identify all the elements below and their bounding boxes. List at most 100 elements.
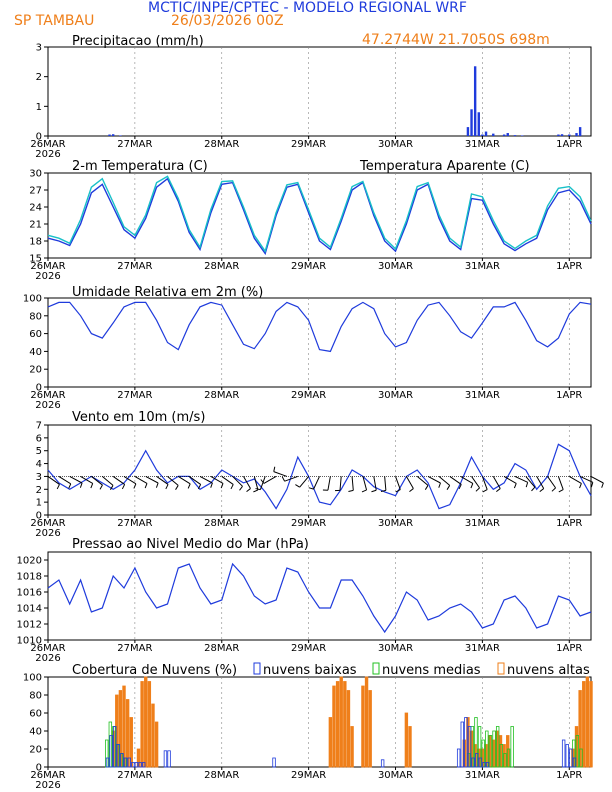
cloud-mid-bar (506, 748, 511, 768)
cloud-mid-bar (105, 739, 109, 768)
wind-barb (221, 476, 234, 485)
humidity-panel: 0 20 40 60 80 100 26MAR 27MAR 28MAR 29MAR 30MAR 31M… (23, 285, 592, 411)
humidity-ytick-label: 100 (23, 294, 42, 305)
wind-barb (514, 475, 528, 483)
wind-barb-flag (281, 476, 286, 482)
precip-bar (492, 133, 495, 136)
wind-barb (299, 476, 310, 488)
cloud-low-bar (109, 735, 113, 768)
wind-barb-flag (246, 488, 251, 493)
cloud-low-bar (131, 762, 135, 768)
wind-barb-flag (601, 482, 604, 488)
precip-ytick-label: 1 (36, 102, 42, 113)
wind-barb-flag (121, 484, 126, 490)
humidity-xtick-label: 27MAR (117, 390, 152, 401)
temperature-legend: Temperatura Aparente (C) (359, 159, 530, 174)
precip-bar (502, 134, 506, 136)
wind-barb (69, 475, 83, 484)
cloud-high-bar (346, 690, 351, 768)
wind-panel: 0 1 2 3 4 5 67 26MAR 27MAR 28MAR 29MAR 30MAR 31MAR 1A… (30, 410, 604, 539)
wind-barb (101, 476, 114, 486)
temperature-ytick-label: 27 (29, 186, 42, 197)
wind-barb-flag (90, 483, 94, 489)
pressure-panel: 1010 1012 1014 1016 1018 1020 26MAR 27MAR 28MAR 2… (17, 537, 592, 664)
temperature-ytick-label: 15 (29, 254, 42, 265)
wind-barb (123, 476, 137, 485)
wind-barb (449, 476, 462, 485)
wind-barb (134, 475, 148, 484)
precip-xtick-label: 29MAR (291, 139, 326, 150)
temperature-xtick-label: 28MAR (204, 261, 239, 272)
cloud-low-bar (482, 762, 486, 768)
precip-bar (513, 135, 517, 136)
cloud-high-bar (491, 739, 495, 768)
wind-barb (416, 476, 429, 486)
wind-barb (232, 476, 243, 487)
cloud-high-bar (339, 676, 343, 768)
humidity-ytick-label: 0 (36, 383, 42, 394)
station-name: SP TAMBAU (14, 13, 94, 29)
wind-barb-flag (308, 487, 314, 490)
humidity-line (47, 301, 592, 353)
temperature-ytick-label: 18 (29, 237, 42, 248)
temperature-xtick-label: 30MAR (378, 261, 413, 272)
wind-xtick-label: 29MAR (291, 518, 326, 529)
precip-panel: 0 1 2 3 26MAR 27MAR 28MAR 29MAR 30MAR 31MAR 1APR 20… (30, 34, 592, 160)
wind-barb-flag (551, 487, 556, 492)
cloud-low-bar (105, 757, 110, 768)
wind-barb (199, 475, 213, 484)
precip-year-label: 2026 (35, 149, 60, 160)
precip-bar (111, 134, 115, 136)
wind-barb-flag (513, 483, 517, 489)
clouds-xtick-label: 29MAR (291, 770, 326, 781)
wind-title: Vento em 10m (m/s) (72, 410, 205, 425)
clouds-xtick-label: 1APR (556, 770, 582, 781)
pressure-xtick-label: 26MAR (30, 643, 65, 654)
wind-barb-flag (409, 488, 414, 493)
cloud-high-bar (343, 681, 347, 768)
cloud-high-bar (495, 730, 499, 768)
wind-barb (492, 476, 501, 489)
wind-barb (58, 476, 71, 485)
pressure-title: Pressao ao Nivel Medio do Mar (hPa) (72, 537, 309, 552)
precip-bar (108, 134, 111, 136)
wind-barb (145, 475, 159, 484)
precip-bar (470, 109, 473, 136)
clouds-xtick-label: 26MAR (30, 770, 65, 781)
pressure-ytick-label: 1016 (17, 588, 42, 599)
cloud-high-bar (335, 681, 340, 768)
cloud-high-bar (328, 717, 333, 768)
wind-ytick-label: 7 (36, 421, 42, 432)
wind-barb-flag (155, 482, 159, 488)
humidity-year-label: 2026 (35, 400, 60, 411)
temperature-panel: 15 18 21 24 27 30 26MAR 27MAR 28MAR 29MAR 30MAR 31M… (29, 159, 592, 282)
wind-barb (167, 476, 179, 486)
wind-barb-flag (255, 488, 261, 491)
wind-ytick-label: 4 (36, 459, 42, 470)
wind-barb-flag (438, 482, 441, 488)
temperature-xtick-label: 29MAR (291, 261, 326, 272)
temperature-year-label: 2026 (35, 271, 60, 282)
wind-barb-flag (380, 489, 386, 493)
temperature-line-temperature (47, 177, 592, 256)
wind-barb-flag (144, 483, 148, 489)
wind-line (47, 443, 592, 510)
cloud-high-bar (332, 685, 336, 768)
cloud-high-bar (582, 681, 586, 768)
cloud-mid-bar (510, 726, 514, 768)
humidity-xtick-label: 26MAR (30, 390, 65, 401)
wind-barb (547, 476, 556, 489)
wind-barb (112, 476, 125, 485)
wind-barb (284, 475, 298, 482)
cloud-legend-label: nuvens baixas (263, 663, 357, 678)
wind-barb (460, 475, 474, 484)
cloud-low-bar (167, 750, 171, 768)
cloud-high-bar (140, 681, 144, 768)
cloud-low-bar (123, 757, 128, 768)
cloud-high-bar (578, 690, 582, 768)
wind-barb-flag (395, 489, 401, 493)
wind-barb-flag (220, 483, 224, 489)
cloud-high-bar (361, 685, 365, 768)
cloud-low-bar (460, 721, 464, 768)
wind-barb-flag (458, 484, 462, 490)
